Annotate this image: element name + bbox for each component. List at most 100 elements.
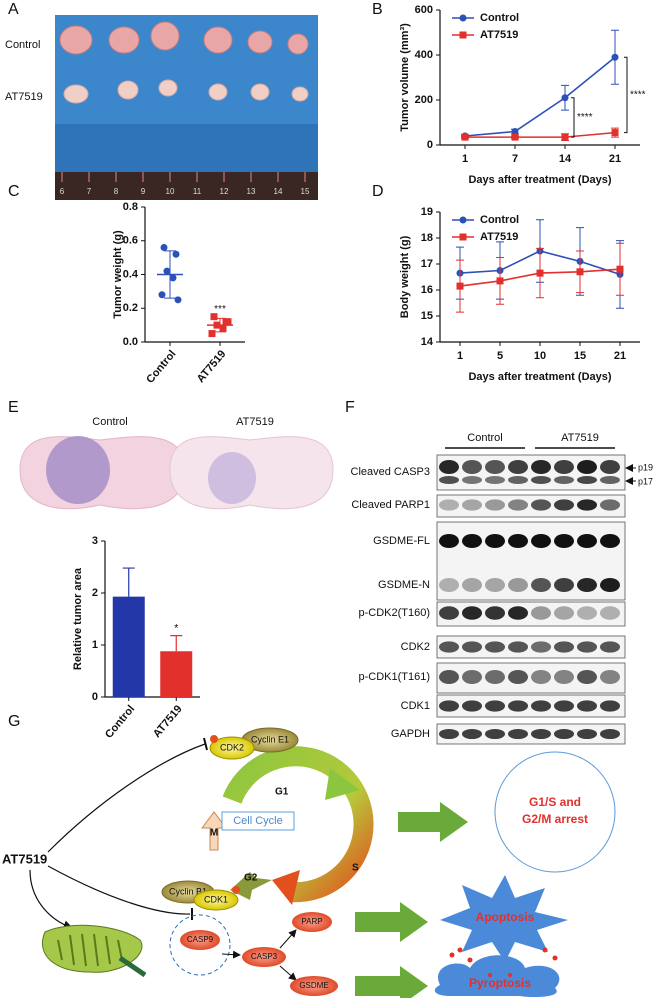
panel-label: F [345, 399, 355, 416]
y-tick-label: 1 [92, 639, 98, 651]
band [508, 476, 528, 484]
brain-section [169, 436, 334, 510]
band [508, 700, 528, 712]
band [485, 670, 505, 684]
band [577, 578, 597, 592]
band [439, 534, 459, 548]
label-box [221, 811, 295, 831]
band-label: GSDME-FL [373, 535, 430, 547]
band [554, 578, 574, 592]
band [462, 476, 482, 484]
band [531, 499, 551, 511]
band-label: GSDME-N [378, 579, 430, 591]
x-tick-label: 21 [609, 153, 621, 165]
band [462, 578, 482, 592]
y-axis-title: Relative tumor area [72, 567, 84, 670]
band-label: GAPDH [391, 728, 430, 740]
legend-marker [459, 216, 467, 224]
block-arrow [398, 802, 468, 842]
protein-label: CDK1 [204, 894, 228, 904]
band [554, 606, 574, 620]
y-tick-label: 0 [427, 139, 433, 151]
blot-frame [436, 454, 626, 491]
band [600, 578, 620, 592]
legend-label: Control [480, 214, 519, 226]
y-tick-label: 0.6 [123, 235, 138, 247]
x-tick-label: 1 [457, 350, 463, 362]
band [554, 700, 574, 712]
band [462, 670, 482, 684]
band [577, 460, 597, 474]
marker [163, 267, 171, 275]
outcome-label: Pyroptosis [469, 976, 531, 990]
annotation: * [174, 623, 179, 635]
ruler: 6 7 8 9 10 11 12 13 14 15 [60, 172, 310, 196]
x-axis-title: Days after treatment (Days) [468, 174, 611, 186]
protein-label: Cyclin B1 [169, 886, 207, 896]
image-label: Control [92, 416, 127, 428]
band [508, 670, 528, 684]
band [462, 460, 482, 474]
band [600, 700, 620, 712]
protein-label: PARP [301, 917, 322, 926]
band [439, 476, 459, 484]
legend-label: AT7519 [480, 231, 518, 243]
ruler-number: 13 [247, 187, 256, 196]
band [439, 670, 459, 684]
marker-label: p19 [638, 462, 653, 472]
band [577, 534, 597, 548]
band [600, 641, 620, 653]
x-tick-label: 14 [559, 153, 572, 165]
band [554, 476, 574, 484]
western-blot: Control AT7519 p19 p17 Cleaved CASP3 Clea… [351, 432, 653, 745]
block-arrow [355, 966, 428, 998]
band [485, 728, 505, 740]
band [577, 700, 597, 712]
y-tick-label: 0.8 [123, 201, 138, 213]
marker [158, 291, 166, 299]
panel-label: D [372, 183, 384, 200]
y-tick-label: 17 [421, 258, 433, 270]
band [554, 641, 574, 653]
series-line [464, 56, 616, 137]
marker [561, 94, 569, 102]
y-tick-label: 14 [421, 336, 434, 348]
band [485, 499, 505, 511]
row-label: AT7519 [5, 91, 43, 103]
band [508, 578, 528, 592]
x-tick-label: 10 [534, 350, 546, 362]
ruler-number: 10 [166, 187, 175, 196]
chart: 0 1 2 3 Control AT7519 Relative tumor area * [72, 535, 200, 741]
band [439, 578, 459, 592]
blot-frame [436, 494, 626, 518]
band [462, 606, 482, 620]
marker [511, 133, 519, 141]
band [577, 476, 597, 484]
ruler-number: 11 [193, 187, 202, 196]
series-line [465, 131, 616, 138]
band [485, 641, 505, 653]
ruler-number: 6 [60, 187, 65, 196]
bar [160, 651, 193, 697]
y-tick-label: 15 [421, 310, 433, 322]
band [554, 460, 574, 474]
marker [224, 318, 232, 326]
outcome-label: G2/M arrest [522, 812, 588, 826]
band [439, 641, 459, 653]
legend-label: Control [480, 12, 519, 24]
marker [496, 277, 504, 285]
x-tick-label: AT7519 [151, 703, 185, 740]
band [485, 534, 505, 548]
band [531, 460, 551, 474]
protein-label: GSDME [299, 981, 328, 990]
error-bar [170, 635, 183, 652]
phase-label: M [210, 828, 218, 839]
image-label: AT7519 [236, 416, 274, 428]
band-label: p-CDK1(T161) [358, 671, 430, 683]
band [600, 499, 620, 511]
protein-label: CASP3 [251, 952, 278, 961]
band [531, 728, 551, 740]
bracket [571, 97, 575, 138]
